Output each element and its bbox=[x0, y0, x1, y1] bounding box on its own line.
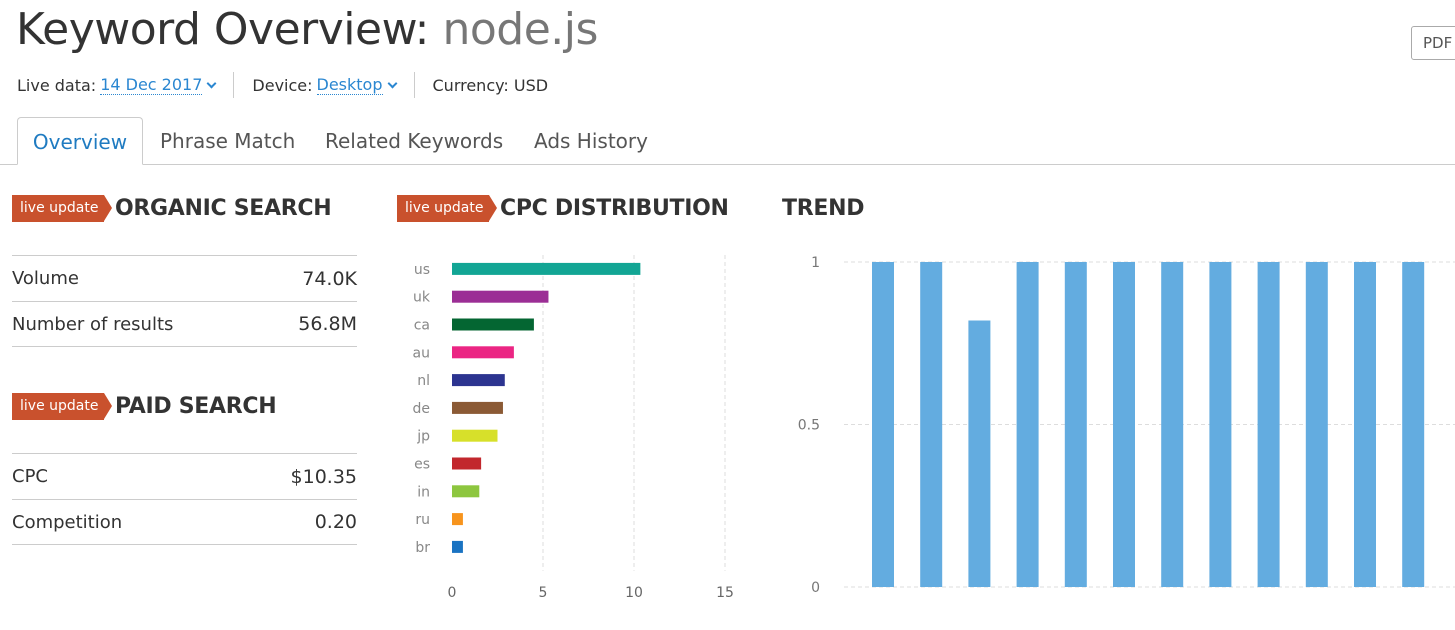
bar[interactable] bbox=[1305, 262, 1328, 587]
x-tick-label: 0 bbox=[448, 585, 457, 601]
category-label: ca bbox=[414, 318, 430, 334]
page-title-prefix: Keyword Overview: bbox=[16, 4, 443, 55]
metric-row-competition: Competition 0.20 bbox=[12, 499, 357, 545]
bar[interactable] bbox=[1064, 262, 1087, 587]
trend-title: TREND bbox=[782, 196, 865, 221]
bar[interactable] bbox=[452, 374, 505, 387]
live-update-badge: live update bbox=[12, 195, 112, 222]
category-label: de bbox=[413, 401, 431, 417]
metric-row-volume: Volume 74.0K bbox=[12, 255, 357, 301]
metric-label: Competition bbox=[12, 511, 123, 533]
bar[interactable] bbox=[1209, 262, 1232, 587]
tab-ads-history[interactable]: Ads History bbox=[534, 129, 648, 153]
y-tick-label: 0.5 bbox=[798, 418, 820, 434]
bar[interactable] bbox=[1161, 262, 1184, 587]
bar[interactable] bbox=[452, 318, 534, 331]
live-data-label: Live data: bbox=[17, 75, 97, 95]
bar[interactable] bbox=[1016, 262, 1039, 587]
paid-search-title: PAID SEARCH bbox=[115, 394, 277, 419]
organic-search-title: ORGANIC SEARCH bbox=[115, 196, 332, 221]
bar[interactable] bbox=[1354, 262, 1376, 587]
category-label: br bbox=[415, 540, 430, 556]
metric-value: 0.20 bbox=[314, 511, 357, 533]
category-label: jp bbox=[416, 429, 430, 445]
page-title: Keyword Overview: node.js bbox=[16, 4, 598, 55]
metric-row-results: Number of results 56.8M bbox=[12, 301, 357, 347]
device-label: Device: bbox=[252, 75, 313, 95]
bar[interactable] bbox=[920, 262, 943, 587]
y-tick-label: 1 bbox=[811, 255, 820, 271]
x-tick-label: 15 bbox=[716, 585, 734, 601]
metric-value: 56.8M bbox=[298, 313, 357, 335]
bar[interactable] bbox=[872, 262, 894, 587]
live-update-badge: live update bbox=[397, 195, 497, 222]
metric-label: Volume bbox=[12, 268, 79, 289]
category-label: au bbox=[413, 345, 430, 361]
bar[interactable] bbox=[452, 429, 498, 442]
category-label: uk bbox=[413, 290, 431, 306]
trend-chart: 00.51 bbox=[798, 255, 1455, 596]
organic-metrics-table: Volume 74.0K Number of results 56.8M bbox=[12, 255, 357, 347]
paid-metrics-table: CPC $10.35 Competition 0.20 bbox=[12, 453, 357, 545]
cpc-distribution-chart: 0 5 10 15 us uk ca au nl de jp es in ru br bbox=[413, 255, 734, 601]
metric-row-cpc: CPC $10.35 bbox=[12, 453, 357, 499]
live-data-date-dropdown[interactable]: 14 Dec 2017 bbox=[100, 74, 203, 95]
category-label: us bbox=[414, 262, 430, 278]
currency-label: Currency: USD bbox=[432, 75, 549, 95]
divider bbox=[413, 72, 415, 98]
tab-bar: Overview Phrase Match Related Keywords A… bbox=[0, 117, 1455, 165]
cpc-distribution-title: CPC DISTRIBUTION bbox=[500, 196, 729, 221]
live-update-badge: live update bbox=[12, 393, 112, 420]
live-data-selector[interactable]: Live data: 14 Dec 2017 bbox=[17, 74, 217, 95]
y-tick-label: 0 bbox=[811, 580, 820, 596]
chevron-down-icon bbox=[387, 78, 397, 88]
x-tick-label: 5 bbox=[539, 585, 548, 601]
category-label: in bbox=[417, 484, 430, 500]
bar[interactable] bbox=[968, 320, 991, 588]
bar[interactable] bbox=[452, 346, 514, 359]
tab-related-keywords[interactable]: Related Keywords bbox=[325, 129, 504, 153]
category-label: es bbox=[414, 457, 430, 473]
bar[interactable] bbox=[1402, 262, 1425, 587]
meta-bar: Live data: 14 Dec 2017 Device: Desktop C… bbox=[17, 72, 548, 98]
currency: Currency: USD bbox=[433, 76, 549, 95]
page-title-keyword: node.js bbox=[442, 4, 598, 55]
tab-phrase-match[interactable]: Phrase Match bbox=[160, 129, 296, 153]
device-dropdown[interactable]: Desktop bbox=[316, 74, 383, 95]
chevron-down-icon bbox=[206, 78, 217, 88]
tab-overview[interactable]: Overview bbox=[17, 117, 143, 165]
bar[interactable] bbox=[452, 485, 480, 498]
metric-value: $10.35 bbox=[290, 465, 357, 488]
metric-label: CPC bbox=[12, 466, 48, 487]
device-selector[interactable]: Device: Desktop bbox=[252, 74, 397, 95]
bar[interactable] bbox=[452, 513, 463, 526]
bar[interactable] bbox=[452, 262, 641, 275]
category-label: ru bbox=[415, 512, 430, 528]
bar[interactable] bbox=[1113, 262, 1135, 587]
metric-value: 74.0K bbox=[302, 267, 357, 290]
category-label: nl bbox=[417, 373, 430, 389]
bar[interactable] bbox=[452, 540, 463, 553]
metric-label: Number of results bbox=[12, 313, 174, 335]
divider bbox=[233, 72, 235, 98]
bar[interactable] bbox=[452, 401, 503, 414]
x-tick-label: 10 bbox=[625, 585, 643, 601]
bar[interactable] bbox=[452, 457, 482, 470]
bar[interactable] bbox=[1257, 262, 1280, 587]
pdf-button[interactable]: PDF bbox=[1411, 26, 1455, 60]
bar[interactable] bbox=[452, 290, 549, 303]
